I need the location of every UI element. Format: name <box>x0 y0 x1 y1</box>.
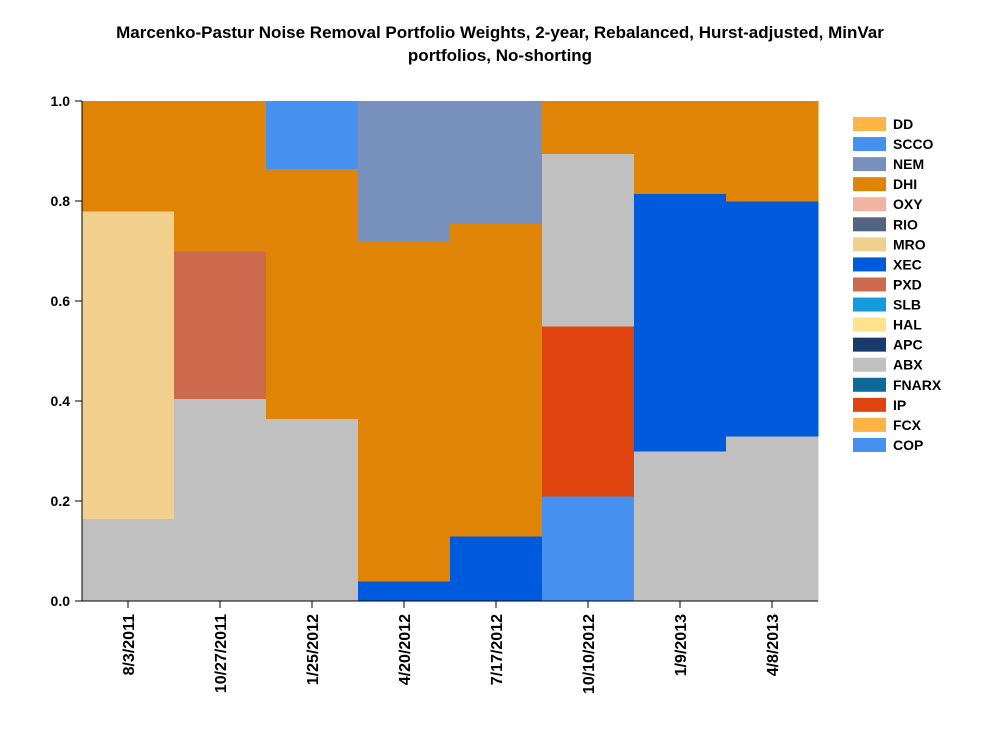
y-tick-label: 0.0 <box>51 593 71 609</box>
x-tick-label: 4/20/2012 <box>397 614 414 685</box>
bar-segment-pxd-1 <box>174 251 267 400</box>
y-tick-label: 1.0 <box>51 93 71 109</box>
legend-swatch-scco <box>853 137 886 152</box>
x-tick-label: 8/3/2011 <box>121 614 138 676</box>
legend-label-apc: APC <box>893 337 923 353</box>
legend-swatch-fcx <box>853 417 886 432</box>
chart-title-line-1: Marcenko-Pastur Noise Removal Portfolio … <box>116 23 884 42</box>
legend-swatch-nem <box>853 157 886 172</box>
legend-label-pxd: PXD <box>893 276 922 292</box>
bar-segment-abx-5 <box>542 153 635 327</box>
x-tick-label: 1/25/2012 <box>305 614 322 685</box>
legend-swatch-mro <box>853 237 886 252</box>
legend-label-hal: HAL <box>893 317 922 333</box>
legend-swatch-abx <box>853 357 886 372</box>
legend-label-nem: NEM <box>893 156 924 172</box>
legend-swatch-pxd <box>853 277 886 292</box>
legend-label-dhi: DHI <box>893 176 917 192</box>
x-tick-label: 7/17/2012 <box>489 614 506 685</box>
legend-swatch-slb <box>853 297 886 312</box>
bar-segment-xec-3 <box>358 581 451 602</box>
bar-segment-mro-0 <box>82 211 175 520</box>
bar-segment-scco-2 <box>266 101 359 170</box>
legend-label-cop: COP <box>893 437 923 453</box>
legend-label-dd: DD <box>893 116 913 132</box>
bar-segment-dhi-1 <box>174 101 267 252</box>
y-tick-label: 0.8 <box>51 193 71 209</box>
bar-segment-nem-3 <box>358 101 451 242</box>
legend-swatch-apc <box>853 337 886 352</box>
y-tick-label: 0.6 <box>51 293 71 309</box>
bar-segment-abx-7 <box>726 436 819 602</box>
legend-swatch-xec <box>853 257 886 272</box>
bar-segment-ip-5 <box>542 326 635 497</box>
legend: DD SCCO NEM DHI OXY RIO MRO XEC PXD SLB HAL APC ABX F… <box>853 116 942 453</box>
bar-segment-xec-6 <box>634 193 727 452</box>
legend-label-abx: ABX <box>893 357 923 373</box>
legend-swatch-dhi <box>853 177 886 192</box>
legend-swatch-rio <box>853 217 886 232</box>
legend-swatch-dd <box>853 117 886 131</box>
legend-label-fnarx: FNARX <box>893 377 942 393</box>
legend-label-xec: XEC <box>893 256 922 272</box>
bar-segment-abx-1 <box>174 398 267 602</box>
bar-segment-dhi-4 <box>450 223 543 537</box>
bar-segment-abx-0 <box>82 518 175 602</box>
x-tick-label: 10/27/2011 <box>213 614 230 693</box>
legend-swatch-hal <box>853 317 886 332</box>
x-tick-label: 10/10/2012 <box>581 614 598 694</box>
y-tick-label: 0.2 <box>51 493 71 509</box>
x-tick-label: 1/9/2013 <box>673 614 690 676</box>
chart-title: Marcenko-Pastur Noise Removal Portfolio … <box>116 23 884 65</box>
legend-label-mro: MRO <box>893 236 926 252</box>
bar-segment-dhi-0 <box>82 101 175 212</box>
legend-swatch-cop <box>853 437 886 452</box>
plot-area <box>82 101 819 602</box>
legend-label-scco: SCCO <box>893 136 934 152</box>
legend-swatch-fnarx <box>853 377 886 392</box>
bar-segment-cop-5 <box>542 496 635 602</box>
legend-label-ip: IP <box>893 397 906 413</box>
legend-label-rio: RIO <box>893 216 918 232</box>
bar-segment-abx-6 <box>634 451 727 602</box>
y-tick-label: 0.4 <box>51 393 71 409</box>
legend-swatch-ip <box>853 397 886 412</box>
bar-segment-dhi-5 <box>542 101 635 155</box>
bar-segment-nem-4 <box>450 101 543 225</box>
bar-segment-dhi-7 <box>726 101 819 202</box>
legend-label-fcx: FCX <box>893 417 922 433</box>
bar-segment-dhi-3 <box>358 241 451 582</box>
bar-segment-xec-7 <box>726 201 819 437</box>
x-tick-label: 4/8/2013 <box>765 614 782 676</box>
chart-title-line-2: portfolios, No-shorting <box>408 46 592 65</box>
legend-label-oxy: OXY <box>893 196 923 212</box>
bar-segment-abx-2 <box>266 418 359 602</box>
bar-segment-dhi-2 <box>266 168 359 420</box>
legend-swatch-oxy <box>853 197 886 212</box>
axes: 0.0 0.2 0.4 0.6 0.8 1.0 8/3/2011 10/27/2011 1/25… <box>51 93 818 694</box>
legend-label-slb: SLB <box>893 297 921 313</box>
bar-segment-dhi-6 <box>634 101 727 195</box>
bar-segment-xec-4 <box>450 536 543 602</box>
